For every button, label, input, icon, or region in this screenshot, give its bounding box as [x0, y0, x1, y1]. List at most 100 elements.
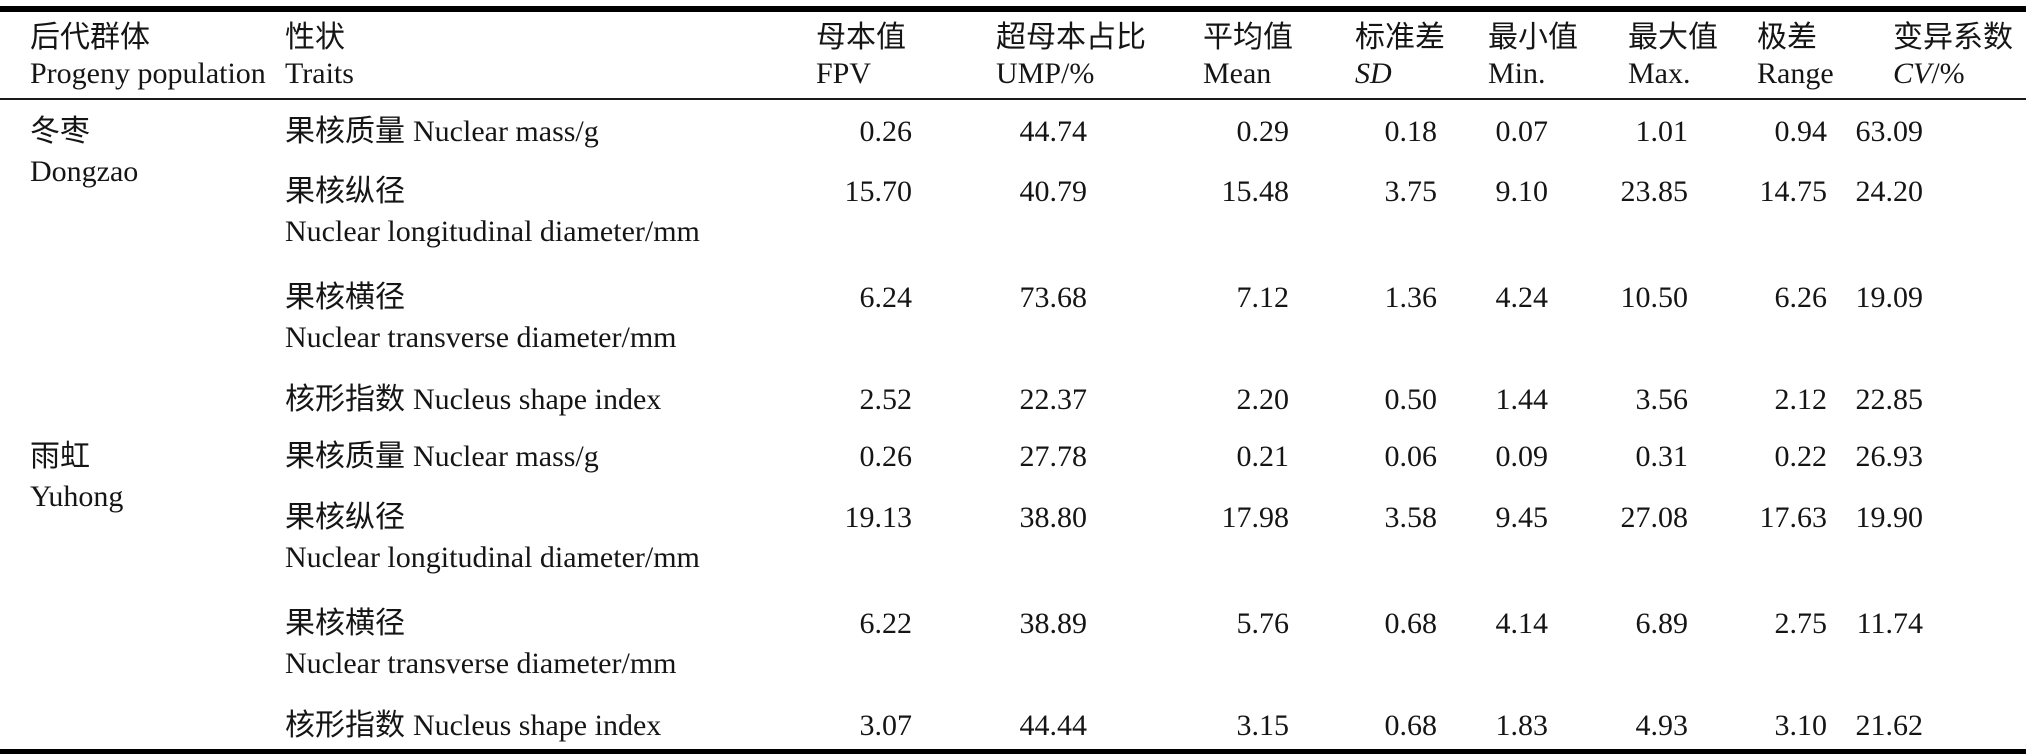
header-sd: 标准差 SD	[1295, 9, 1445, 100]
value-max: 23.85	[1620, 175, 1689, 208]
progeny-nuclear-trait-table: 后代群体 Progeny population 性状 Traits 母本值 FP…	[0, 6, 2026, 754]
value-mean: 0.21	[1236, 440, 1290, 473]
value-sd: 0.50	[1384, 383, 1438, 416]
group-yuhong-en: Yuhong	[30, 480, 124, 513]
value-cv: 24.20	[1855, 175, 1924, 208]
group-dongzao-zh: 冬枣	[30, 115, 90, 148]
header-population-zh: 后代群体	[30, 21, 150, 54]
header-traits-en: Traits	[285, 57, 354, 90]
value-fpv: 0.26	[859, 440, 913, 473]
header-fpv: 母本值 FPV	[765, 9, 915, 100]
value-min: 0.07	[1495, 115, 1549, 148]
trait-cell: 果核质量 Nuclear mass/g	[285, 440, 599, 473]
header-population: 后代群体 Progeny population	[0, 9, 266, 100]
header-sd-en: SD	[1355, 57, 1392, 90]
trait-cell: 果核质量 Nuclear mass/g	[285, 115, 599, 148]
header-min-en: Min.	[1488, 57, 1546, 90]
value-max: 3.56	[1635, 383, 1689, 416]
value-range: 6.26	[1774, 281, 1828, 314]
table-row-dongzao-transverse: 果核横径 Nuclear transverse diameter/mm 6.24 …	[0, 262, 2026, 368]
table-row-yuhong-transverse: 果核横径 Nuclear transverse diameter/mm 6.22 …	[0, 588, 2026, 694]
value-cv: 19.09	[1855, 281, 1924, 314]
header-fpv-en: FPV	[816, 57, 872, 90]
value-ump: 73.68	[1019, 281, 1088, 314]
value-mean: 7.12	[1236, 281, 1290, 314]
header-mean: 平均值 Mean	[1095, 9, 1295, 100]
value-max: 1.01	[1635, 115, 1689, 148]
value-sd: 3.58	[1384, 501, 1438, 534]
header-cv-en: CV/%	[1893, 57, 1965, 90]
group-dongzao-en: Dongzao	[30, 155, 139, 188]
value-min: 9.45	[1495, 501, 1549, 534]
value-sd: 0.06	[1384, 440, 1438, 473]
trait-cell: 果核纵径 Nuclear longitudinal diameter/mm	[285, 175, 700, 248]
value-ump: 38.80	[1019, 501, 1088, 534]
header-min-zh: 最小值	[1488, 21, 1578, 54]
header-fpv-zh: 母本值	[816, 21, 906, 54]
value-max: 4.93	[1635, 709, 1689, 742]
header-range-en: Range	[1757, 57, 1834, 90]
trait-cell: 果核横径 Nuclear transverse diameter/mm	[285, 281, 677, 354]
header-cv: 变异系数 CV/%	[1845, 9, 2026, 100]
value-ump: 38.89	[1019, 607, 1088, 640]
value-cv: 22.85	[1855, 383, 1924, 416]
value-cv: 26.93	[1855, 440, 1924, 473]
value-min: 4.24	[1495, 281, 1549, 314]
table-row-dongzao-mass: 冬枣 Dongzao 果核质量 Nuclear mass/g 0.26 44.74…	[0, 99, 2026, 188]
trait-cell: 果核纵径 Nuclear longitudinal diameter/mm	[285, 501, 700, 574]
value-fpv: 15.70	[844, 175, 913, 208]
value-min: 0.09	[1495, 440, 1549, 473]
value-cv: 21.62	[1855, 709, 1924, 742]
header-ump-zh: 超母本占比	[996, 21, 1146, 54]
table-row-yuhong-mass: 雨虹 Yuhong 果核质量 Nuclear mass/g 0.26 27.78 …	[0, 425, 2026, 513]
header-traits-zh: 性状	[285, 21, 345, 54]
value-mean: 2.20	[1236, 383, 1290, 416]
value-sd: 0.18	[1384, 115, 1438, 148]
header-sd-zh: 标准差	[1355, 21, 1445, 54]
header-max: 最大值 Max.	[1560, 9, 1718, 100]
value-sd: 0.68	[1384, 607, 1438, 640]
header-max-en: Max.	[1628, 57, 1691, 90]
value-range: 2.12	[1774, 383, 1828, 416]
value-fpv: 19.13	[844, 501, 913, 534]
value-ump: 22.37	[1019, 383, 1088, 416]
table-row-yuhong-longitudinal: 果核纵径 Nuclear longitudinal diameter/mm 19.…	[0, 482, 2026, 588]
group-cell-dongzao: 冬枣 Dongzao	[0, 99, 255, 425]
value-sd: 1.36	[1384, 281, 1438, 314]
value-mean: 3.15	[1236, 709, 1290, 742]
value-min: 9.10	[1495, 175, 1549, 208]
value-range: 14.75	[1759, 175, 1828, 208]
value-ump: 27.78	[1019, 440, 1088, 473]
header-min: 最小值 Min.	[1440, 9, 1578, 100]
header-population-en: Progeny population	[30, 57, 266, 90]
value-sd: 0.68	[1384, 709, 1438, 742]
value-mean: 5.76	[1236, 607, 1290, 640]
table-row-dongzao-shape-index: 核形指数 Nucleus shape index 2.52 22.37 2.20 …	[0, 368, 2026, 425]
header-max-zh: 最大值	[1628, 21, 1718, 54]
value-range: 3.10	[1774, 709, 1828, 742]
value-max: 10.50	[1620, 281, 1689, 314]
table-row-yuhong-shape-index: 核形指数 Nucleus shape index 3.07 44.44 3.15 …	[0, 694, 2026, 751]
value-range: 2.75	[1774, 607, 1828, 640]
value-cv: 11.74	[1856, 607, 1923, 640]
value-cv: 63.09	[1855, 115, 1924, 148]
header-range: 极差 Range	[1700, 9, 1845, 100]
value-cv: 19.90	[1855, 501, 1924, 534]
value-ump: 44.74	[1019, 115, 1088, 148]
trait-cell: 果核横径 Nuclear transverse diameter/mm	[285, 607, 677, 680]
value-fpv: 6.22	[859, 607, 913, 640]
value-min: 1.44	[1495, 383, 1549, 416]
value-range: 17.63	[1759, 501, 1828, 534]
header-mean-en: Mean	[1203, 57, 1272, 90]
value-fpv: 3.07	[859, 709, 913, 742]
value-mean: 15.48	[1221, 175, 1290, 208]
header-row: 后代群体 Progeny population 性状 Traits 母本值 FP…	[0, 9, 2026, 100]
trait-cell: 核形指数 Nucleus shape index	[285, 383, 662, 416]
value-range: 0.94	[1774, 115, 1828, 148]
value-fpv: 6.24	[859, 281, 913, 314]
value-max: 6.89	[1635, 607, 1689, 640]
value-ump: 44.44	[1019, 709, 1088, 742]
group-yuhong-zh: 雨虹	[30, 440, 90, 473]
header-ump-en: UMP/%	[996, 57, 1095, 90]
value-min: 1.83	[1495, 709, 1549, 742]
